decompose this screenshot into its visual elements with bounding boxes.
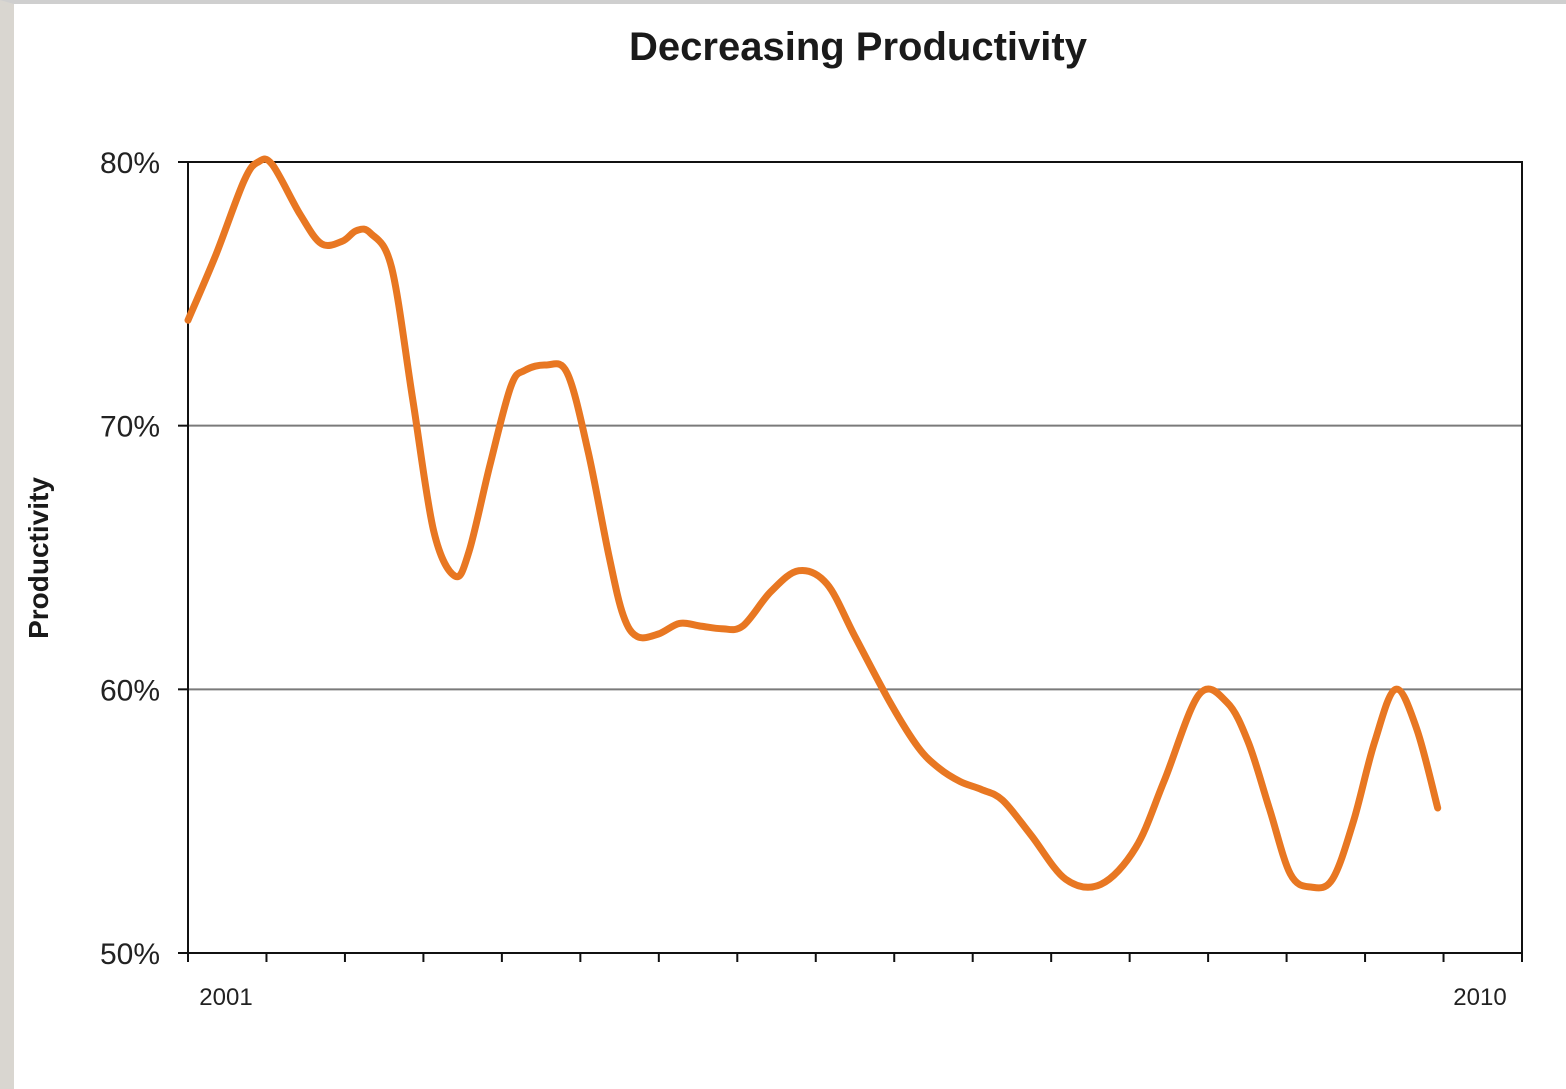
plot-area — [187, 161, 1523, 954]
gridlines — [188, 424, 1522, 691]
x-tick-labels: 2001 2010 — [199, 984, 1506, 1011]
y-tick-label: 70% — [100, 411, 160, 444]
y-tick-label: 60% — [100, 674, 160, 707]
chart-title: Decreasing Productivity — [629, 25, 1088, 69]
y-tick-label: 80% — [100, 147, 160, 180]
y-axis-label: Productivity — [23, 477, 54, 639]
x-tick-label: 2010 — [1453, 984, 1506, 1011]
series-line — [184, 155, 1442, 892]
axis-ticks — [178, 161, 1523, 962]
y-tick-label: 50% — [100, 938, 160, 971]
y-tick-labels: 50% 60% 70% 80% — [100, 147, 160, 971]
x-tick-label: 2001 — [199, 984, 252, 1011]
